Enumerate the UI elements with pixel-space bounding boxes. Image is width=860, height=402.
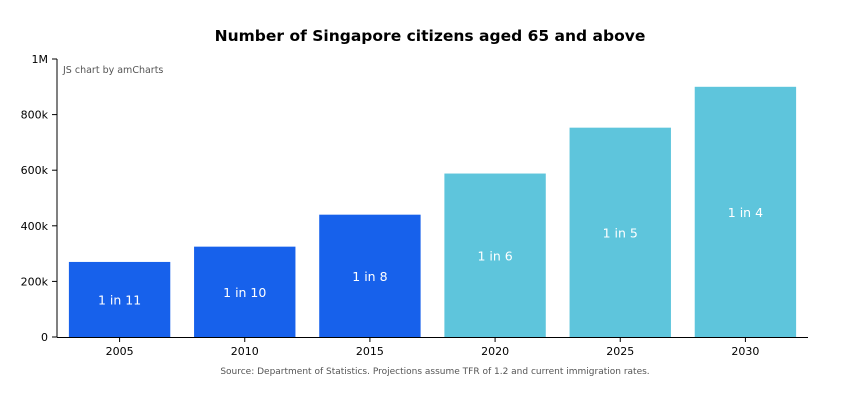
x-tick-label: 2010 [231,345,259,358]
chart-title: Number of Singapore citizens aged 65 and… [214,27,646,45]
bar-label: 1 in 10 [223,285,266,300]
x-tick-label: 2015 [356,345,384,358]
y-tick-label: 800k [21,109,49,122]
x-tick-label: 2005 [106,345,134,358]
bar-2005 [68,261,171,337]
x-tick-label: 2030 [731,345,759,358]
bar-2025 [569,127,671,337]
bar-2015 [319,214,421,337]
x-tick-label: 2020 [481,345,509,358]
bar-2010 [194,246,296,337]
x-tick-label: 2025 [606,345,634,358]
bar-label: 1 in 8 [352,269,387,284]
y-tick-label: 1M [32,53,49,66]
source-note: Source: Department of Statistics. Projec… [220,367,650,377]
y-tick-label: 400k [21,220,49,233]
bar-label: 1 in 5 [603,225,638,240]
amcharts-credit-link[interactable]: JS chart by amCharts [63,65,164,76]
bar-2030 [694,86,797,337]
bar-label: 1 in 6 [477,248,512,263]
y-tick-label: 0 [41,331,48,344]
y-tick-label: 600k [21,164,49,177]
bar-label: 1 in 11 [98,292,141,307]
y-tick-label: 200k [21,275,49,288]
bar-2020 [444,173,546,337]
bar-label: 1 in 4 [728,205,763,220]
